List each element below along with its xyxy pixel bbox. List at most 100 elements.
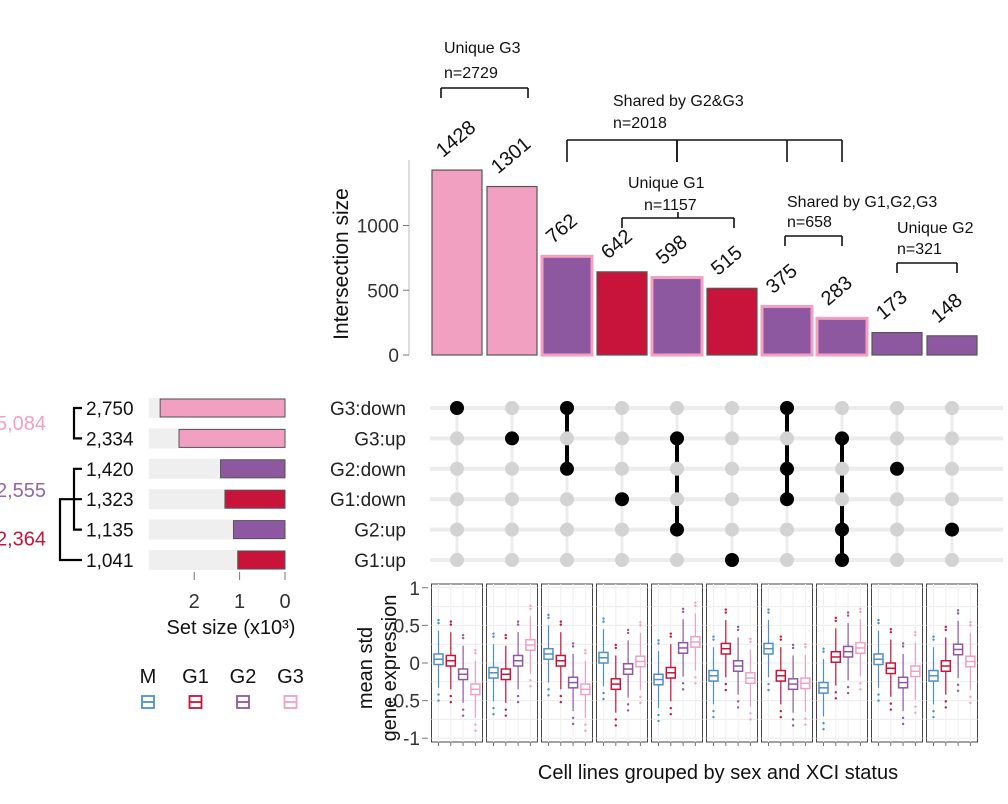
boxplot-outlier [877, 618, 880, 622]
intersection-bar [706, 287, 758, 356]
boxplot-outlier [571, 722, 575, 726]
boxplot-outlier [736, 628, 740, 632]
boxplot-outlier [712, 638, 715, 641]
matrix-dot-inactive [450, 522, 464, 537]
boxplot-outlier [736, 706, 740, 709]
boxplot-outlier [529, 607, 532, 611]
boxplot-outlier [932, 709, 935, 713]
bar-value-label: 598 [652, 231, 692, 269]
boxplot-outlier [944, 625, 947, 629]
boxplot-outlier [779, 709, 782, 713]
matrix-dot-inactive [890, 522, 904, 537]
bracket-count: n=1157 [644, 197, 697, 214]
legend: M G1 G2 G3 [140, 666, 304, 709]
bracket-title: Unique G2 [897, 220, 974, 237]
boxplot-outlier [767, 682, 770, 686]
boxplot-outlier [504, 708, 507, 711]
total-label: 2,555 [0, 480, 46, 502]
boxplot-outlier [767, 608, 770, 611]
boxplot-outlier [492, 712, 495, 716]
boxplot-outlier [877, 693, 880, 696]
matrix-dot-inactive [725, 492, 739, 507]
matrix-dot-inactive [450, 553, 464, 567]
boxplot-y-tick-label: 0.5 [394, 616, 420, 637]
set-size-value: 1,420 [86, 460, 134, 481]
boxplot-outlier [584, 729, 587, 732]
boxplot-outlier [859, 682, 862, 685]
matrix-dot-inactive [780, 522, 794, 537]
boxplot-outlier [474, 649, 477, 652]
boxplot-y-tick-label: -0.5 [387, 692, 420, 713]
boxplot-outlier [846, 611, 850, 614]
boxplot-outlier [944, 700, 947, 703]
intersection-bar [540, 254, 594, 357]
boxplot-outlier [437, 693, 440, 696]
matrix-dot-inactive [615, 553, 629, 567]
set-size-tick-label: 0 [279, 591, 290, 613]
boxplot-outlier [639, 695, 642, 699]
intersection-matrix: G3:down G3:up G2:down G1:down G2:up G1:up [330, 399, 1003, 572]
boxplot-outlier [956, 689, 960, 693]
set-size-bar [178, 428, 286, 448]
boxplot-outlier [474, 723, 477, 726]
matrix-set-label: G2:down [330, 460, 406, 481]
boxplot-outlier [614, 718, 617, 721]
boxplot-outlier [669, 706, 672, 710]
y-tick-label: 500 [367, 281, 399, 302]
boxplot-outlier [437, 699, 440, 702]
set-size-axis-title: Set size (x10³) [167, 617, 296, 639]
matrix-dot-inactive [505, 461, 519, 476]
boxplot-outlier [639, 701, 642, 705]
boxplot-outlier [639, 624, 642, 627]
boxplot-outlier [859, 688, 862, 691]
boxplot-outlier [669, 712, 672, 716]
boxplot-outlier [736, 625, 740, 629]
set-size-value: 2,334 [86, 429, 134, 450]
intersection-bar [760, 304, 814, 357]
boxplot-outlier [559, 694, 562, 698]
set-size-value: 1,135 [86, 521, 134, 542]
boxplot-outlier [461, 714, 465, 717]
matrix-dot-active [450, 401, 464, 415]
boxplot-outlier [474, 729, 477, 732]
boxplot-outlier [694, 682, 697, 685]
boxplot-outlier [626, 631, 630, 635]
boxplot-outlier [969, 624, 972, 627]
boxplot-outlier [547, 613, 550, 617]
set-size-tick-label: 1 [234, 591, 245, 613]
bracket-count: n=658 [787, 214, 832, 231]
intersection-bar [486, 185, 538, 356]
boxplot-outlier [516, 620, 520, 623]
boxplot-y-tick-label: 1 [409, 579, 420, 600]
boxplot-outlier [571, 645, 575, 648]
boxplot-outlier [779, 635, 782, 638]
boxplot-outlier [749, 718, 752, 721]
boxplot-outlier [584, 652, 587, 655]
boxplot-outlier [602, 691, 605, 695]
boxplot-outlier [889, 630, 892, 634]
boxplot-y-tick-label: -1 [403, 729, 420, 750]
boxplot-outlier [889, 708, 892, 711]
boxplot-outlier [584, 649, 587, 652]
boxplot-outlier [449, 623, 452, 626]
boxplot-outlier [657, 642, 660, 645]
set-size-bar [224, 489, 286, 509]
matrix-dot-inactive [450, 431, 464, 446]
boxplot-outlier [602, 617, 605, 620]
bracket-title: Unique G1 [628, 175, 705, 192]
intersection-bar [871, 331, 923, 356]
boxplot-outlier [504, 636, 507, 640]
intersection-bar [650, 276, 704, 357]
boxplot-outlier [724, 688, 727, 692]
matrix-dot-active [725, 553, 739, 567]
boxplot-outlier [969, 621, 972, 624]
boxplot-outlier [492, 706, 495, 710]
boxplot-outlier [944, 628, 947, 632]
boxplot-outlier [901, 645, 905, 648]
bracket-title: Unique G3 [444, 40, 521, 57]
boxplot-outlier [669, 632, 672, 635]
boxplot-outlier [461, 708, 465, 711]
matrix-dot-inactive [945, 553, 959, 567]
matrix-dot-active [945, 522, 959, 537]
boxplot-outlier [681, 610, 685, 614]
